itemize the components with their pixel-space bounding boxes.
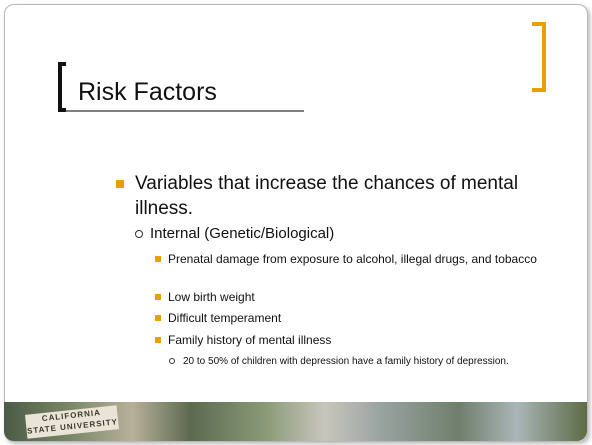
bullet-text: Difficult temperament	[168, 311, 568, 326]
bullet	[155, 294, 161, 300]
slide: Risk Factors Variables that increase the…	[0, 0, 592, 445]
bullet-text: Low birth weight	[168, 290, 568, 305]
bullet	[135, 230, 143, 238]
right-bracket	[532, 22, 546, 92]
bullet-text: Internal (Genetic/Biological)	[150, 225, 334, 242]
bullet	[116, 180, 124, 188]
bullet-text: Family history of mental illness	[168, 333, 568, 348]
bullet	[169, 358, 175, 364]
bullet	[155, 256, 161, 262]
slide-frame	[4, 4, 588, 442]
bullet-text: 20 to 50% of children with depression ha…	[183, 355, 573, 368]
bullet-text: Variables that increase the chances of m…	[135, 171, 575, 221]
bullet	[155, 315, 161, 321]
title-underline	[66, 110, 304, 112]
slide-title: Risk Factors	[78, 78, 217, 107]
left-bracket	[58, 62, 66, 112]
bullet-text: Prenatal damage from exposure to alcohol…	[168, 252, 568, 267]
bullet	[155, 337, 161, 343]
